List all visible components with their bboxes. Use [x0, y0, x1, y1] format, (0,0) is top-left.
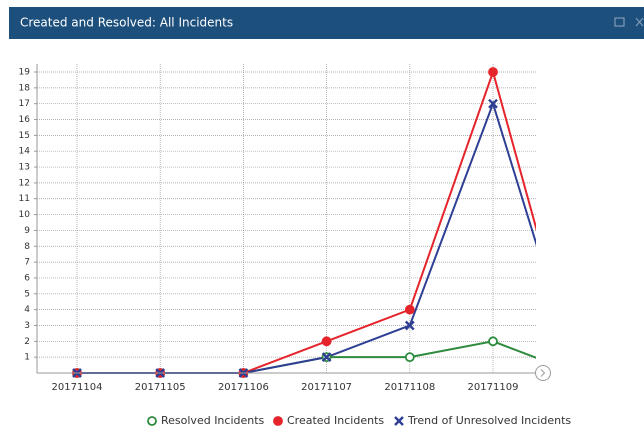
close-button[interactable] — [635, 17, 644, 27]
y-tick-label: 6 — [24, 273, 30, 283]
x-tick-label: 20171105 — [135, 382, 186, 393]
y-tick-label: 15 — [19, 131, 30, 141]
legend-label: Resolved Incidents — [161, 414, 265, 427]
scroll-circle[interactable] — [535, 365, 551, 381]
y-tick-label: 2 — [24, 337, 30, 347]
x-tick-label: 20171106 — [218, 382, 269, 393]
x-tick-label: 20171107 — [301, 382, 352, 393]
x-tick-label: 20171109 — [468, 382, 519, 393]
y-tick-label: 9 — [24, 226, 30, 236]
marker — [488, 67, 498, 77]
y-tick-label: 1 — [24, 353, 30, 363]
y-tick-label: 14 — [19, 147, 31, 157]
scroll-chevron[interactable] — [540, 369, 546, 377]
y-tick-label: 18 — [19, 83, 31, 93]
y-tick-label: 17 — [19, 99, 30, 109]
legend-marker — [394, 416, 404, 426]
y-tick-label: 4 — [24, 305, 30, 315]
y-tick-label: 16 — [19, 115, 31, 125]
maximize-button[interactable] — [614, 17, 625, 27]
x-tick-label: 20171104 — [52, 382, 103, 393]
marker — [321, 336, 332, 347]
header-bar — [9, 7, 644, 39]
legend: Resolved Incidents Created Incidents Trend… — [147, 414, 571, 427]
marker — [404, 304, 415, 315]
y-tick-label: 13 — [19, 163, 30, 173]
y-tick-label: 10 — [19, 210, 31, 220]
marker-x — [404, 320, 415, 331]
y-tick-label: 8 — [24, 242, 30, 252]
y-tick-label: 12 — [19, 178, 30, 188]
legend-marker — [147, 416, 157, 426]
legend-marker — [273, 416, 283, 426]
y-tick-label: 5 — [24, 289, 30, 299]
marker-x — [321, 352, 332, 363]
marker — [404, 352, 415, 363]
y-tick-label: 19 — [19, 68, 31, 78]
legend-label: Created Incidents — [287, 414, 384, 427]
marker — [488, 336, 498, 347]
marker-x — [488, 98, 498, 109]
x-tick-label: 20171108 — [384, 382, 435, 393]
y-tick-label: 3 — [24, 321, 30, 331]
widget-title: Created and Resolved: All Incidents — [20, 16, 233, 30]
y-tick-label: 11 — [19, 194, 30, 204]
scroll-right-button[interactable] — [535, 365, 551, 381]
legend-label: Trend of Unresolved Incidents — [407, 414, 571, 427]
y-tick-label: 7 — [24, 258, 30, 268]
